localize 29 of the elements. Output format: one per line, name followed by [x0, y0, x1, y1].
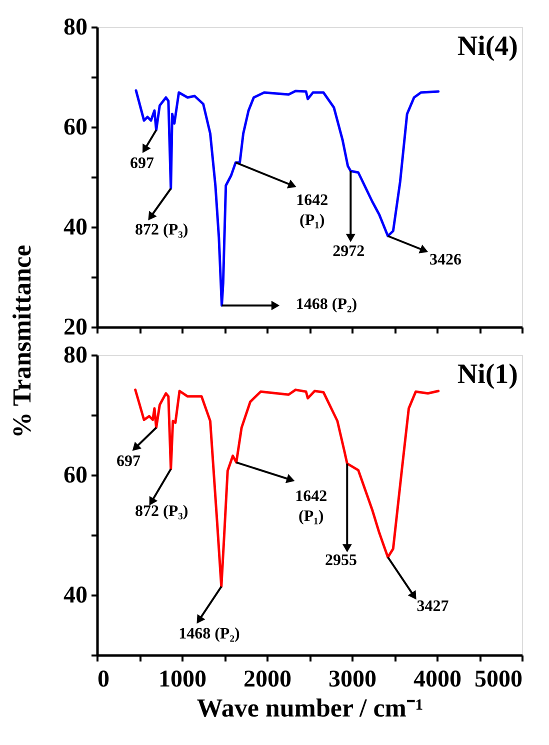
x-tick-label: 1000 [158, 666, 206, 692]
annotation: 697 [116, 453, 140, 470]
annotation: 3426 [430, 252, 462, 268]
y-tick-label: 60 [64, 114, 88, 140]
y-tick-label: 40 [64, 214, 88, 240]
annotation: 1468 (P₂) [296, 296, 358, 313]
y-tick-label: 80 [64, 14, 88, 40]
x-tick-label: 5000 [474, 666, 522, 692]
annotation: 1642 (P₁) [296, 192, 328, 229]
annotation: 3427 [416, 598, 449, 615]
annotation: 872 (P₃) [134, 222, 188, 238]
x-tick-label: 0 [98, 666, 110, 692]
y-tick-label: 80 [64, 342, 88, 368]
x-tick-label: 2000 [244, 666, 292, 692]
y-axis-title: % Transmittance [8, 244, 36, 438]
x-axis-title: Wave number / cm⁻¹ [196, 694, 424, 722]
annotation: 697 [130, 155, 154, 172]
x-tick-label: 4000 [414, 666, 462, 692]
y-tick-label: 40 [64, 582, 88, 608]
series-label: Ni(1) [457, 359, 518, 390]
x-tick-label: 3000 [328, 666, 376, 692]
annotation: 872 (P₃) [134, 503, 188, 520]
series-label: Ni(4) [457, 31, 518, 62]
y-tick-label: 20 [64, 314, 88, 340]
y-tick-label: 60 [64, 462, 88, 488]
annotation: 1468 (P₂) [178, 625, 240, 642]
annotation: 2955 [324, 552, 357, 570]
annotation: 1642 (P₁) [295, 488, 328, 525]
annotation: 2972 [332, 243, 365, 260]
